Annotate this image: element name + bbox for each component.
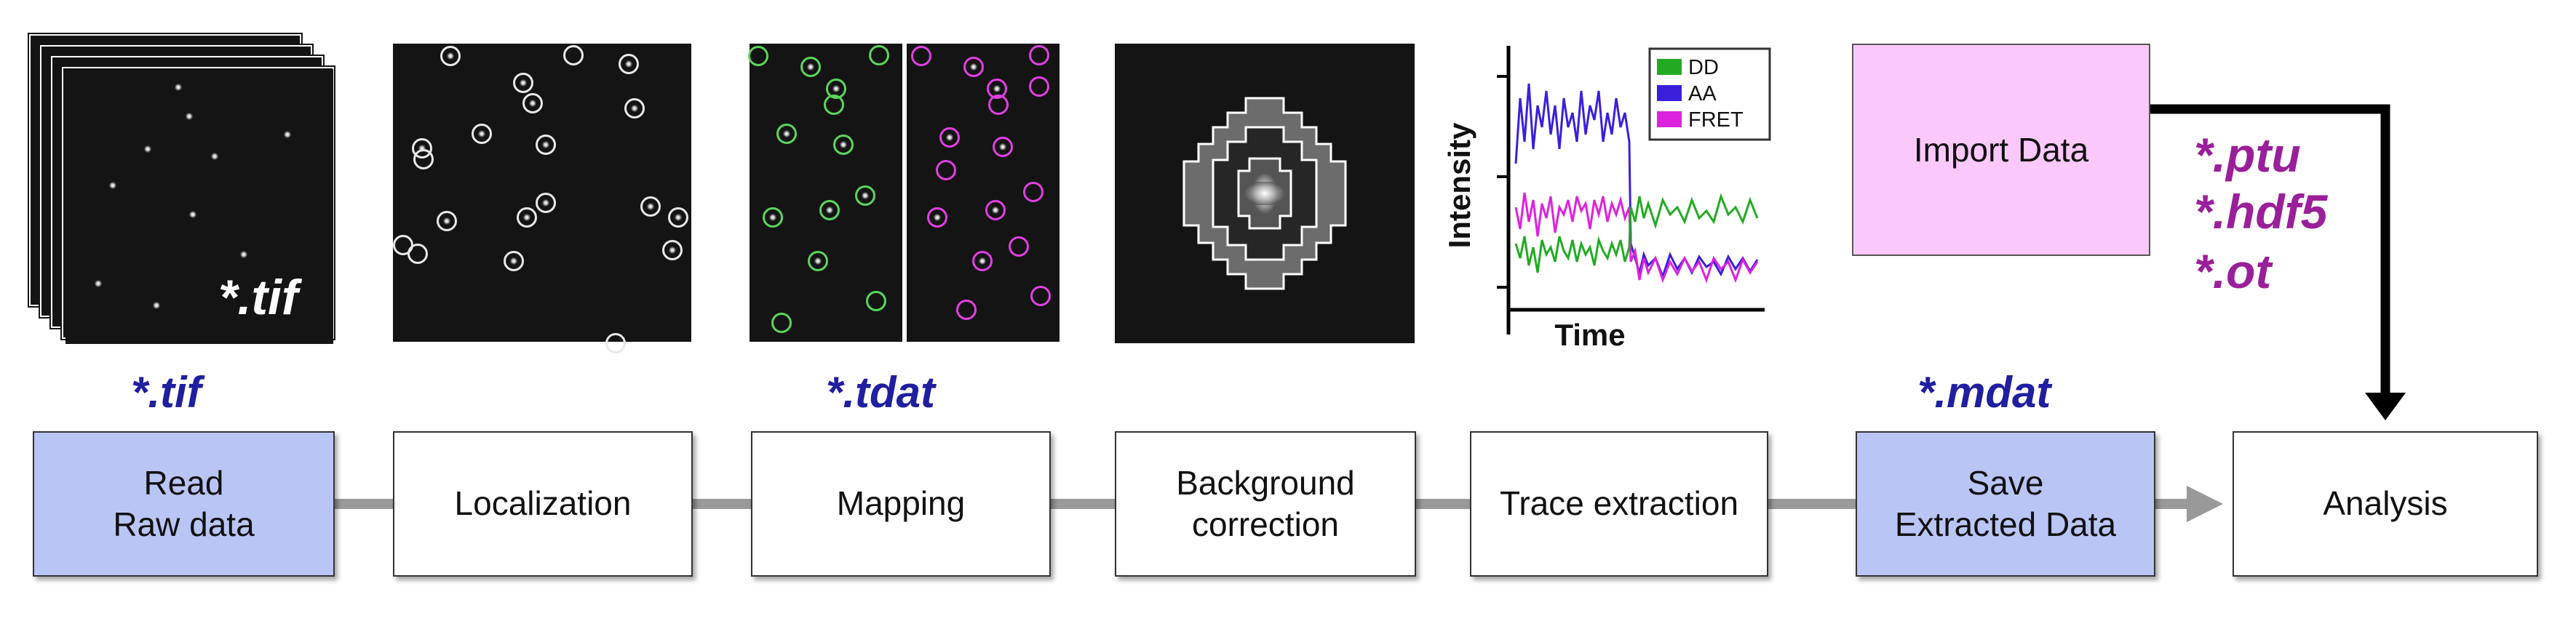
legend-swatch-fret: [1657, 111, 1682, 127]
step-trace-extraction[interactable]: Trace extraction: [1470, 431, 1768, 577]
import-format-ptu: *.ptu: [2194, 128, 2301, 182]
connector-arrowhead: [2187, 486, 2223, 522]
step-read-raw-data[interactable]: Read Raw data: [33, 431, 335, 577]
step-localization[interactable]: Localization: [393, 431, 693, 577]
background-correction-image: [1115, 44, 1415, 343]
trace-legend: DD AA FRET: [1648, 47, 1771, 141]
save-file-label: *.mdat: [1917, 368, 2051, 417]
step-background-correction[interactable]: Background correction: [1115, 431, 1416, 577]
step-save-extracted-data[interactable]: Save Extracted Data: [1856, 431, 2155, 577]
import-arrow-line: [2150, 104, 2390, 401]
import-arrowhead: [2365, 393, 2406, 420]
read-file-label: *.tif: [131, 368, 202, 417]
trace-dd: [1514, 193, 1759, 273]
legend-aa: AA: [1688, 82, 1717, 105]
trace-aa: [1514, 83, 1759, 280]
localization-image: [393, 44, 691, 353]
trace-ylabel: Intensity: [1444, 122, 1476, 248]
stack-file-label: *.tif: [218, 270, 298, 325]
mapping-donor-image: [748, 44, 902, 342]
trace-plot: Intensity Time DD AA FRET: [1444, 46, 1771, 352]
step-analysis[interactable]: Analysis: [2233, 431, 2538, 577]
legend-swatch-dd: [1657, 59, 1682, 75]
mapping-file-label: *.tdat: [826, 368, 935, 417]
legend-swatch-aa: [1657, 85, 1682, 101]
legend-dd: DD: [1688, 56, 1719, 79]
import-format-ot: *.ot: [2194, 244, 2272, 298]
legend-fret: FRET: [1688, 108, 1744, 132]
mapping-acceptor-image: [907, 44, 1060, 342]
step-mapping[interactable]: Mapping: [751, 431, 1051, 577]
trace-fret: [1514, 192, 1759, 284]
import-format-hdf5: *.hdf5: [2194, 185, 2328, 239]
import-data-box[interactable]: Import Data: [1852, 44, 2150, 256]
trace-xlabel: Time: [1554, 318, 1625, 352]
